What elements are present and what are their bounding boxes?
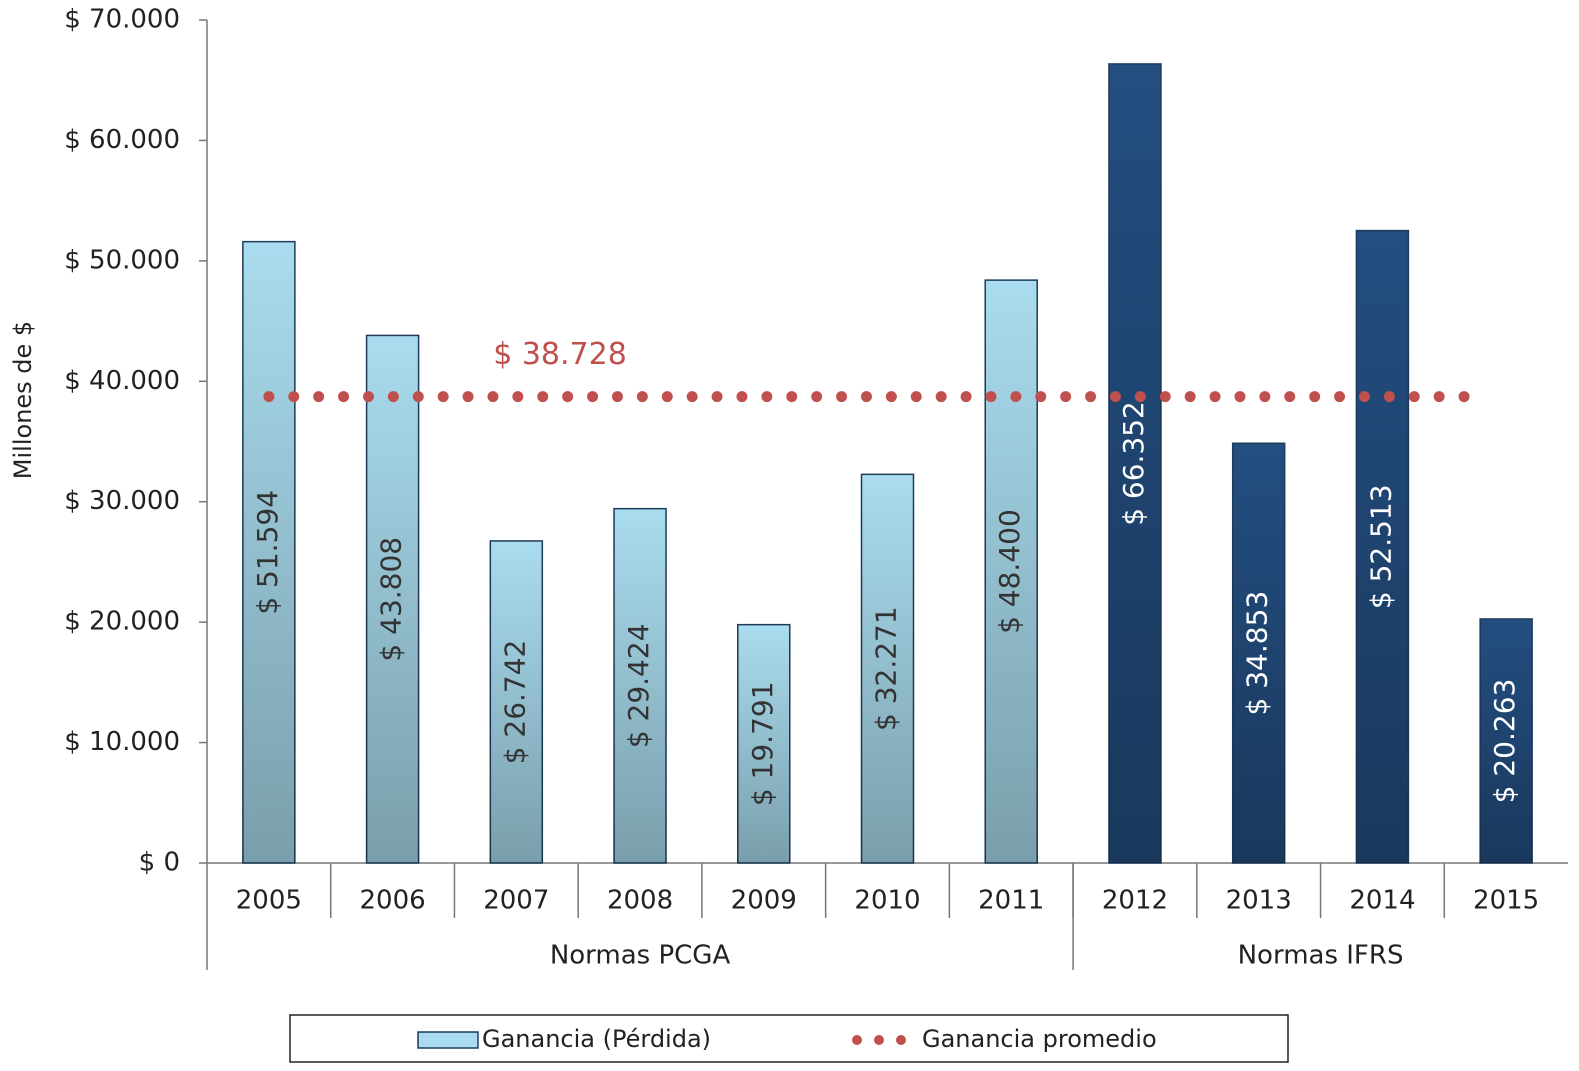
average-label: $ 38.728 [493,337,627,372]
y-tick-label: $ 50.000 [64,245,180,275]
value-label: $ 52.513 [1364,484,1397,609]
group-label: Normas IFRS [1238,941,1404,971]
bar-shade [1232,443,1285,863]
x-tick-label: 2015 [1473,886,1539,916]
bar-shade [490,540,543,863]
value-label: $ 29.424 [622,623,655,748]
value-label: $ 66.352 [1117,401,1150,526]
y-tick-label: $ 70.000 [64,5,180,35]
value-label: $ 51.594 [251,490,284,615]
bar-shade [1480,618,1533,863]
value-label: $ 34.853 [1241,591,1274,716]
bar-shade [1108,63,1161,863]
bar-shade [242,241,295,863]
x-tick-label: 2012 [1102,886,1168,916]
y-tick-label: $ 10.000 [64,727,180,757]
value-label: $ 48.400 [993,509,1026,634]
bar-shade [614,508,667,863]
legend-box [289,1014,1289,1063]
bar-shade [985,280,1038,863]
y-tick-label: $ 40.000 [64,366,180,396]
x-tick-label: 2013 [1226,886,1292,916]
bar-shade [861,474,914,863]
value-label: $ 43.808 [375,537,408,662]
x-tick-label: 2005 [236,886,302,916]
legend-swatch [417,1031,479,1049]
value-label: $ 26.742 [498,640,531,765]
y-tick-label: $ 0 [139,848,180,878]
x-tick-label: 2006 [360,886,426,916]
x-tick-label: 2014 [1349,886,1415,916]
legend-label: Ganancia (Pérdida) [482,1025,711,1053]
x-tick-label: 2010 [854,886,920,916]
bar-shade [737,624,790,863]
y-axis-label: Millones de $ [9,321,37,479]
x-tick-label: 2009 [731,886,797,916]
x-tick-label: 2008 [607,886,673,916]
value-label: $ 19.791 [746,681,779,806]
y-tick-label: $ 20.000 [64,607,180,637]
y-tick-label: $ 60.000 [64,125,180,155]
x-tick-label: 2007 [483,886,549,916]
value-label: $ 20.263 [1488,679,1521,804]
bar-shade [1356,230,1409,863]
bar-shade [366,335,419,863]
group-label: Normas PCGA [550,941,731,971]
value-label: $ 32.271 [870,606,903,731]
x-tick-label: 2011 [978,886,1044,916]
legend-label: Ganancia promedio [922,1025,1157,1053]
y-tick-label: $ 30.000 [64,486,180,516]
